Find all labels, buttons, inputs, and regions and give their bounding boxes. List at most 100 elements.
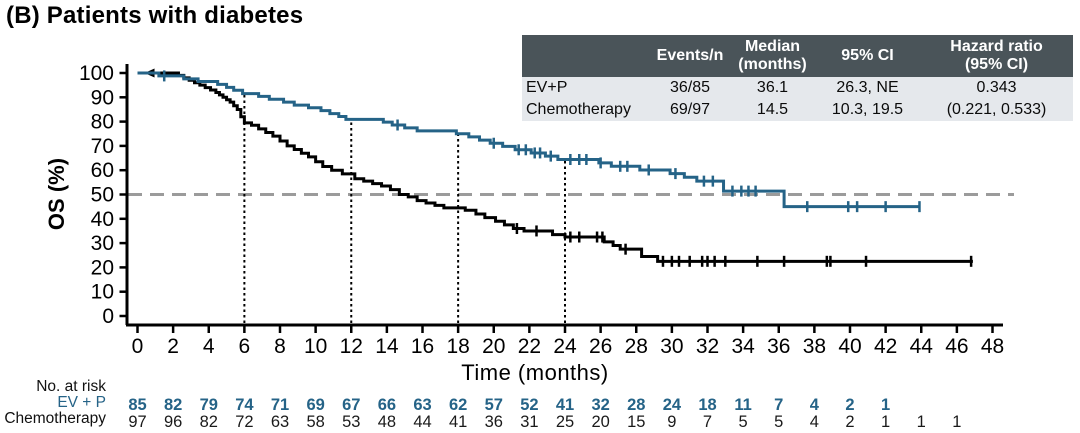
svg-text:1: 1 bbox=[917, 413, 926, 431]
header-empty bbox=[522, 35, 650, 77]
cell-95ci: 10.3, 19.5 bbox=[815, 99, 920, 121]
svg-text:28: 28 bbox=[625, 335, 648, 358]
svg-text:18: 18 bbox=[446, 335, 469, 358]
svg-text:63: 63 bbox=[413, 396, 431, 414]
table-row-evp: EV+P 36/85 36.1 26.3, NE 0.343 bbox=[522, 77, 1073, 99]
svg-text:50: 50 bbox=[91, 184, 114, 207]
svg-text:82: 82 bbox=[200, 413, 218, 431]
svg-text:20: 20 bbox=[482, 335, 505, 358]
svg-text:85: 85 bbox=[128, 396, 146, 414]
svg-text:60: 60 bbox=[91, 159, 114, 182]
at-risk-title: No. at risk bbox=[36, 378, 106, 395]
svg-text:12: 12 bbox=[340, 335, 363, 358]
svg-text:30: 30 bbox=[660, 335, 683, 358]
svg-text:53: 53 bbox=[342, 413, 360, 431]
at-risk-row-label-evp: EV + P bbox=[57, 394, 106, 412]
svg-text:1: 1 bbox=[881, 413, 890, 431]
svg-text:25: 25 bbox=[556, 413, 574, 431]
cell-95ci: 26.3, NE bbox=[815, 77, 920, 99]
svg-text:24: 24 bbox=[663, 396, 682, 414]
svg-text:1: 1 bbox=[881, 396, 890, 414]
svg-text:52: 52 bbox=[520, 396, 538, 414]
svg-text:66: 66 bbox=[378, 396, 396, 414]
svg-text:9: 9 bbox=[667, 413, 676, 431]
svg-text:22: 22 bbox=[518, 335, 541, 358]
svg-text:40: 40 bbox=[91, 208, 114, 231]
cell-events-n: 36/85 bbox=[650, 77, 730, 99]
svg-text:100: 100 bbox=[79, 62, 114, 85]
svg-text:41: 41 bbox=[449, 413, 467, 431]
svg-text:34: 34 bbox=[731, 335, 755, 358]
svg-text:7: 7 bbox=[774, 396, 783, 414]
svg-text:11: 11 bbox=[734, 396, 751, 414]
svg-text:31: 31 bbox=[520, 413, 538, 431]
svg-text:46: 46 bbox=[945, 335, 968, 358]
svg-text:62: 62 bbox=[449, 396, 467, 414]
y-axis-label: OS (%) bbox=[44, 157, 69, 231]
svg-text:16: 16 bbox=[411, 335, 434, 358]
header-median: Median (months) bbox=[730, 35, 815, 77]
svg-text:10: 10 bbox=[91, 281, 114, 304]
svg-text:24: 24 bbox=[553, 335, 577, 358]
x-axis-label: Time (months) bbox=[461, 360, 609, 385]
svg-text:5: 5 bbox=[739, 413, 748, 431]
svg-text:44: 44 bbox=[413, 413, 431, 431]
cell-hazard-ratio: 0.343 bbox=[920, 77, 1073, 99]
svg-text:0: 0 bbox=[102, 305, 114, 328]
summary-table-header: Events/n Median (months) 95% CI Hazard r… bbox=[522, 35, 1073, 77]
svg-text:10: 10 bbox=[304, 335, 327, 358]
svg-text:36: 36 bbox=[767, 335, 790, 358]
cell-median: 36.1 bbox=[730, 77, 815, 99]
svg-text:8: 8 bbox=[274, 335, 286, 358]
svg-text:97: 97 bbox=[128, 413, 146, 431]
table-row-chemotherapy: Chemotherapy 69/97 14.5 10.3, 19.5 (0.22… bbox=[522, 99, 1073, 121]
svg-text:96: 96 bbox=[164, 413, 182, 431]
svg-text:63: 63 bbox=[271, 413, 289, 431]
svg-text:18: 18 bbox=[698, 396, 716, 414]
svg-text:32: 32 bbox=[591, 396, 609, 414]
svg-text:70: 70 bbox=[91, 135, 114, 158]
svg-text:36: 36 bbox=[485, 413, 503, 431]
header-95ci: 95% CI bbox=[815, 35, 920, 77]
svg-text:80: 80 bbox=[91, 111, 114, 134]
svg-text:20: 20 bbox=[591, 413, 609, 431]
at-risk-labels: No. at risk EV + P Chemotherapy bbox=[0, 378, 106, 428]
svg-text:74: 74 bbox=[235, 396, 254, 414]
svg-text:2: 2 bbox=[845, 413, 854, 431]
svg-text:41: 41 bbox=[556, 396, 574, 414]
svg-text:38: 38 bbox=[803, 335, 826, 358]
svg-text:44: 44 bbox=[910, 335, 934, 358]
svg-text:48: 48 bbox=[981, 335, 1004, 358]
svg-text:67: 67 bbox=[342, 396, 360, 414]
svg-text:7: 7 bbox=[703, 413, 712, 431]
svg-text:5: 5 bbox=[774, 413, 783, 431]
svg-text:79: 79 bbox=[200, 396, 218, 414]
svg-text:72: 72 bbox=[235, 413, 253, 431]
row-name: EV+P bbox=[522, 77, 650, 99]
svg-text:1: 1 bbox=[952, 413, 961, 431]
svg-text:48: 48 bbox=[378, 413, 396, 431]
svg-text:15: 15 bbox=[627, 413, 645, 431]
svg-text:58: 58 bbox=[306, 413, 324, 431]
svg-text:71: 71 bbox=[271, 396, 289, 414]
svg-text:57: 57 bbox=[485, 396, 503, 414]
svg-text:4: 4 bbox=[810, 396, 820, 414]
svg-text:32: 32 bbox=[696, 335, 719, 358]
row-name: Chemotherapy bbox=[522, 99, 650, 121]
header-events-n: Events/n bbox=[650, 35, 730, 77]
svg-text:0: 0 bbox=[132, 335, 144, 358]
page-title: (B) Patients with diabetes bbox=[6, 2, 304, 29]
svg-text:2: 2 bbox=[167, 335, 179, 358]
svg-text:30: 30 bbox=[91, 232, 114, 255]
svg-text:42: 42 bbox=[874, 335, 897, 358]
svg-text:4: 4 bbox=[810, 413, 819, 431]
cell-hazard-ratio: (0.221, 0.533) bbox=[920, 99, 1073, 121]
summary-table: Events/n Median (months) 95% CI Hazard r… bbox=[522, 35, 1073, 121]
svg-text:14: 14 bbox=[375, 335, 399, 358]
svg-text:6: 6 bbox=[239, 335, 251, 358]
header-hazard-ratio: Hazard ratio (95% CI) bbox=[920, 35, 1073, 77]
svg-text:90: 90 bbox=[91, 86, 114, 109]
svg-text:26: 26 bbox=[589, 335, 612, 358]
